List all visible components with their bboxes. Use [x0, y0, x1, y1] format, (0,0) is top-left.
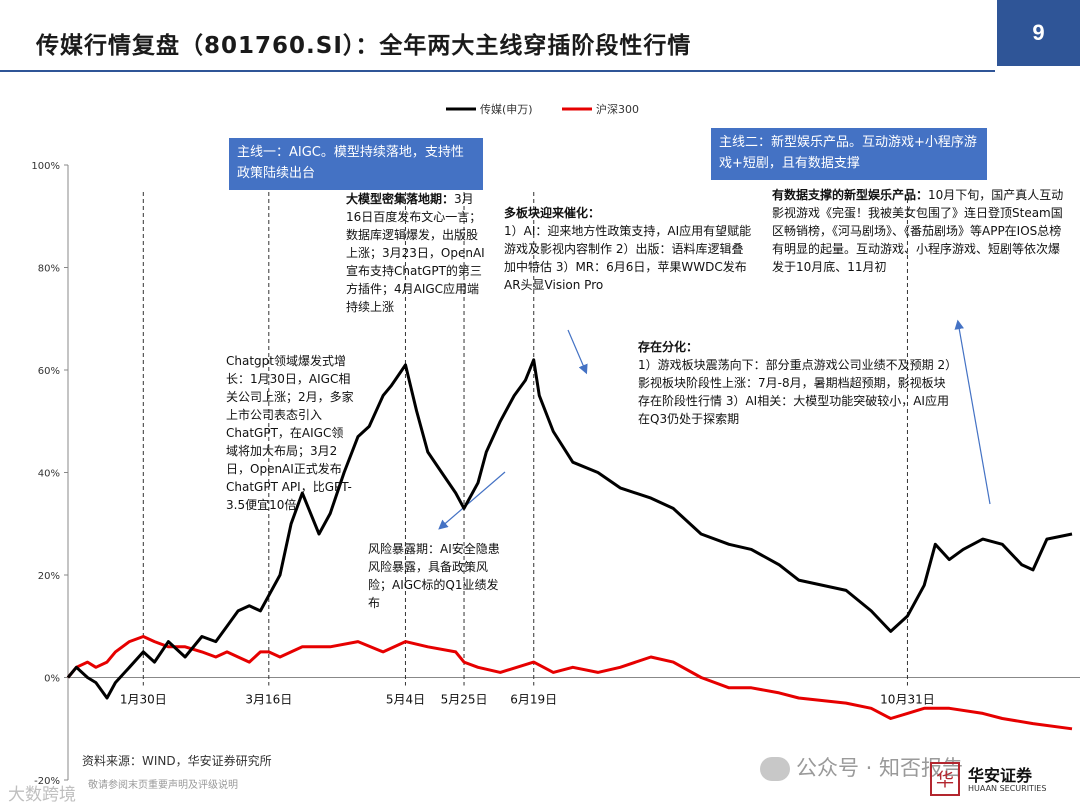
annotation-catalyst: 多板块迎来催化： 1）AI：迎来地方性政策支持，AI应用有望赋能游戏及影视内容制作…	[504, 204, 754, 294]
event-markers: 1月30日 3月16日 5月4日 5月25日 6月19日 10月31日	[120, 192, 935, 707]
legend: 传媒(申万) 沪深300	[446, 102, 639, 116]
slide-title: 传媒行情复盘（801760.SI）：全年两大主线穿插阶段性行情	[36, 33, 692, 59]
watermark-right: 公众号 · 知否报告	[760, 752, 963, 782]
watermark-left: 大数跨境	[8, 785, 76, 805]
annotation-arrows	[438, 319, 991, 530]
y-tick-label: 0%	[44, 674, 60, 685]
company-logo-subtext: HUAAN SECURITIES	[968, 784, 1047, 793]
callout-main-line-2: 主线二：新型娱乐产品。互动游戏+小程序游戏+短剧，且有数据支撑	[711, 128, 987, 180]
watermark-right-text: 公众号 · 知否报告	[796, 756, 964, 780]
event-marker-label: 5月25日	[441, 693, 488, 707]
event-marker-label: 1月30日	[120, 693, 167, 707]
y-tick-label: 40%	[38, 469, 60, 480]
y-tick-label: 80%	[38, 264, 60, 275]
annotation-new-entertainment: 有数据支撑的新型娱乐产品：10月下旬，国产真人互动影视游戏《完蛋！我被美女包围了…	[772, 186, 1068, 276]
series-layer	[66, 358, 1073, 731]
event-marker-label: 6月19日	[510, 693, 557, 707]
y-tick-label: -20%	[34, 776, 60, 787]
source-note: 资料来源：WIND，华安证券研究所	[82, 754, 272, 768]
annotation-entertainment-head: 有数据支撑的新型娱乐产品：	[772, 188, 929, 202]
annotation-chatgpt: Chatgpt领域爆发式增长：1月30日，AIGC相关公司上涨；2月，多家上市公…	[226, 354, 354, 512]
annotation-risk: 风险暴露期：AI安全隐患风险暴露，具备政策风险；AIGC标的Q1业绩发布	[368, 542, 500, 610]
disclaimer: 敬请参阅末页重要声明及评级说明	[88, 780, 238, 791]
y-tick-label: 60%	[38, 366, 60, 377]
event-marker-label: 10月31日	[880, 693, 935, 707]
company-logo-icon: 华	[930, 762, 960, 796]
series-line-media	[66, 358, 1073, 700]
legend-label-hs300: 沪深300	[596, 102, 639, 116]
annotation-entertainment-body: 10月下旬，国产真人互动影视游戏《完蛋！我被美女包围了》连日登顶Steam国区畅…	[772, 188, 1064, 274]
page-number-badge: 9	[997, 0, 1080, 66]
y-tick-label: 100%	[31, 161, 60, 172]
title-divider	[0, 70, 995, 72]
event-marker-label: 5月4日	[386, 693, 425, 707]
annotation-llm-head: 大模型密集落地期：	[346, 192, 455, 206]
event-marker-label: 3月16日	[245, 693, 292, 707]
annotation-llm-landing: 大模型密集落地期：3月16日百度发布文心一言；数据库逻辑爆发，出版股上涨；3月2…	[346, 190, 486, 316]
callout-main-line-1: 主线一：AIGC。模型持续落地，支持性政策陆续出台	[229, 138, 483, 190]
legend-label-media: 传媒(申万)	[480, 103, 533, 116]
annotation-divergence-head: 存在分化：	[638, 340, 699, 354]
y-tick-label: 20%	[38, 571, 60, 582]
annotation-divergence-body: 1）游戏板块震荡向下：部分重点游戏公司业绩不及预期 2）影视板块阶段性上涨：7月…	[638, 358, 952, 426]
annotation-catalyst-head: 多板块迎来催化：	[504, 206, 601, 220]
wechat-icon	[760, 757, 790, 781]
annotation-divergence: 存在分化： 1）游戏板块震荡向下：部分重点游戏公司业绩不及预期 2）影视板块阶段性…	[638, 338, 954, 428]
company-logo-text: 华安证券	[968, 766, 1033, 785]
annotation-catalyst-body: 1）AI：迎来地方性政策支持，AI应用有望赋能游戏及影视内容制作 2）出版：语料…	[504, 224, 752, 292]
annotation-llm-body: 3月16日百度发布文心一言；数据库逻辑爆发，出版股上涨；3月23日，OpenAI…	[346, 192, 485, 314]
series-line-hs300	[66, 635, 1073, 731]
